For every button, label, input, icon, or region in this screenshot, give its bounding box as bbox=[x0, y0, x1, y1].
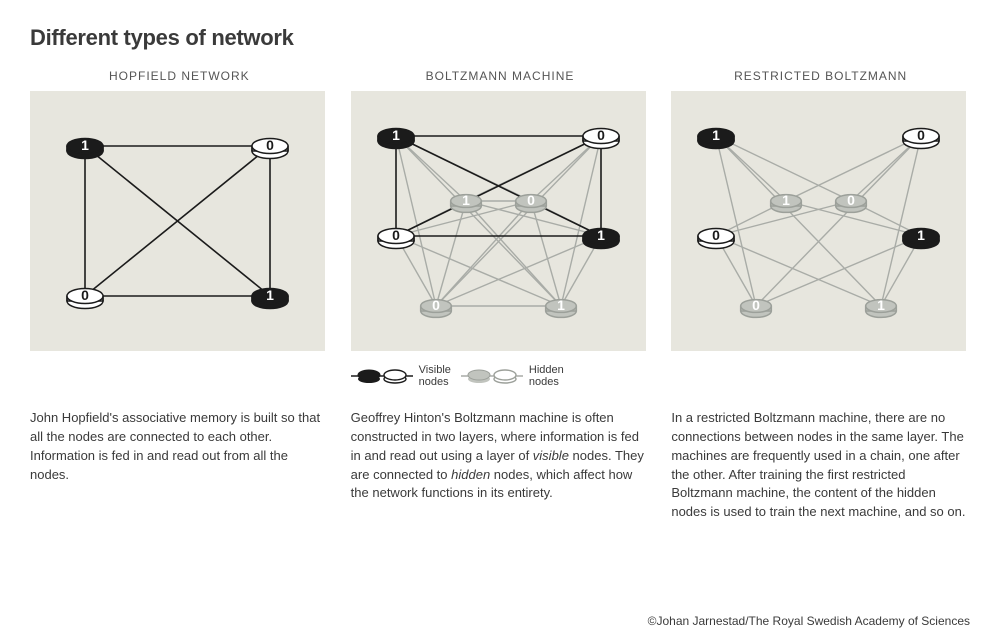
legend-visible: Visiblenodes bbox=[351, 363, 451, 389]
legend-hidden-label: Hiddennodes bbox=[529, 364, 564, 388]
panel-rbm: 1 0 0 1 1 0 0 1 bbox=[671, 91, 966, 351]
svg-text:0: 0 bbox=[266, 137, 274, 153]
network-svg: 1 0 0 1 1 0 0 1 bbox=[671, 91, 966, 351]
svg-text:1: 1 bbox=[917, 227, 925, 243]
legend-visible-icon bbox=[351, 363, 413, 389]
panel-title-rbm: RESTRICTED BOLTZMANN bbox=[671, 69, 970, 83]
svg-text:0: 0 bbox=[527, 192, 535, 208]
panel-title-boltzmann: BOLTZMANN MACHINE bbox=[351, 69, 650, 83]
caption-hopfield: John Hopfield's associative memory is bu… bbox=[30, 409, 329, 484]
legend-visible-label: Visiblenodes bbox=[419, 364, 451, 388]
svg-text:0: 0 bbox=[81, 287, 89, 303]
svg-text:0: 0 bbox=[432, 297, 440, 313]
svg-text:1: 1 bbox=[557, 297, 565, 313]
svg-text:0: 0 bbox=[847, 192, 855, 208]
panel-hopfield: 1 0 0 1 bbox=[30, 91, 325, 351]
svg-text:0: 0 bbox=[597, 127, 605, 143]
svg-text:0: 0 bbox=[712, 227, 720, 243]
page-title: Different types of network bbox=[30, 25, 970, 51]
caption-boltzmann: Geoffrey Hinton's Boltzmann machine is o… bbox=[351, 409, 650, 503]
svg-text:1: 1 bbox=[712, 127, 720, 143]
legend-hidden-icon bbox=[461, 363, 523, 389]
legend: Visiblenodes Hiddennodes bbox=[351, 363, 650, 389]
panel-title-hopfield: HOPFIELD NETWORK bbox=[30, 69, 329, 83]
svg-text:0: 0 bbox=[752, 297, 760, 313]
col-boltzmann: BOLTZMANN MACHINE 1 0 0 1 1 0 0 1 Visiblenodes bbox=[351, 69, 650, 522]
svg-text:1: 1 bbox=[81, 137, 89, 153]
svg-text:1: 1 bbox=[462, 192, 470, 208]
caption-rbm: In a restricted Boltzmann machine, there… bbox=[671, 409, 970, 522]
svg-text:0: 0 bbox=[392, 227, 400, 243]
legend-hidden: Hiddennodes bbox=[461, 363, 564, 389]
svg-text:1: 1 bbox=[877, 297, 885, 313]
svg-text:1: 1 bbox=[597, 227, 605, 243]
col-hopfield: HOPFIELD NETWORK 1 0 0 1 John Hopfield's as… bbox=[30, 69, 329, 522]
svg-text:1: 1 bbox=[782, 192, 790, 208]
panel-boltzmann: 1 0 0 1 1 0 0 1 bbox=[351, 91, 646, 351]
network-svg: 1 0 0 1 bbox=[30, 91, 325, 351]
credit: ©Johan Jarnestad/The Royal Swedish Acade… bbox=[648, 614, 970, 628]
col-rbm: RESTRICTED BOLTZMANN 1 0 0 1 1 0 0 1 In a restr… bbox=[671, 69, 970, 522]
svg-text:1: 1 bbox=[392, 127, 400, 143]
svg-text:1: 1 bbox=[266, 287, 274, 303]
network-svg: 1 0 0 1 1 0 0 1 bbox=[351, 91, 646, 351]
svg-text:0: 0 bbox=[917, 127, 925, 143]
columns: HOPFIELD NETWORK 1 0 0 1 John Hopfield's as… bbox=[30, 69, 970, 522]
